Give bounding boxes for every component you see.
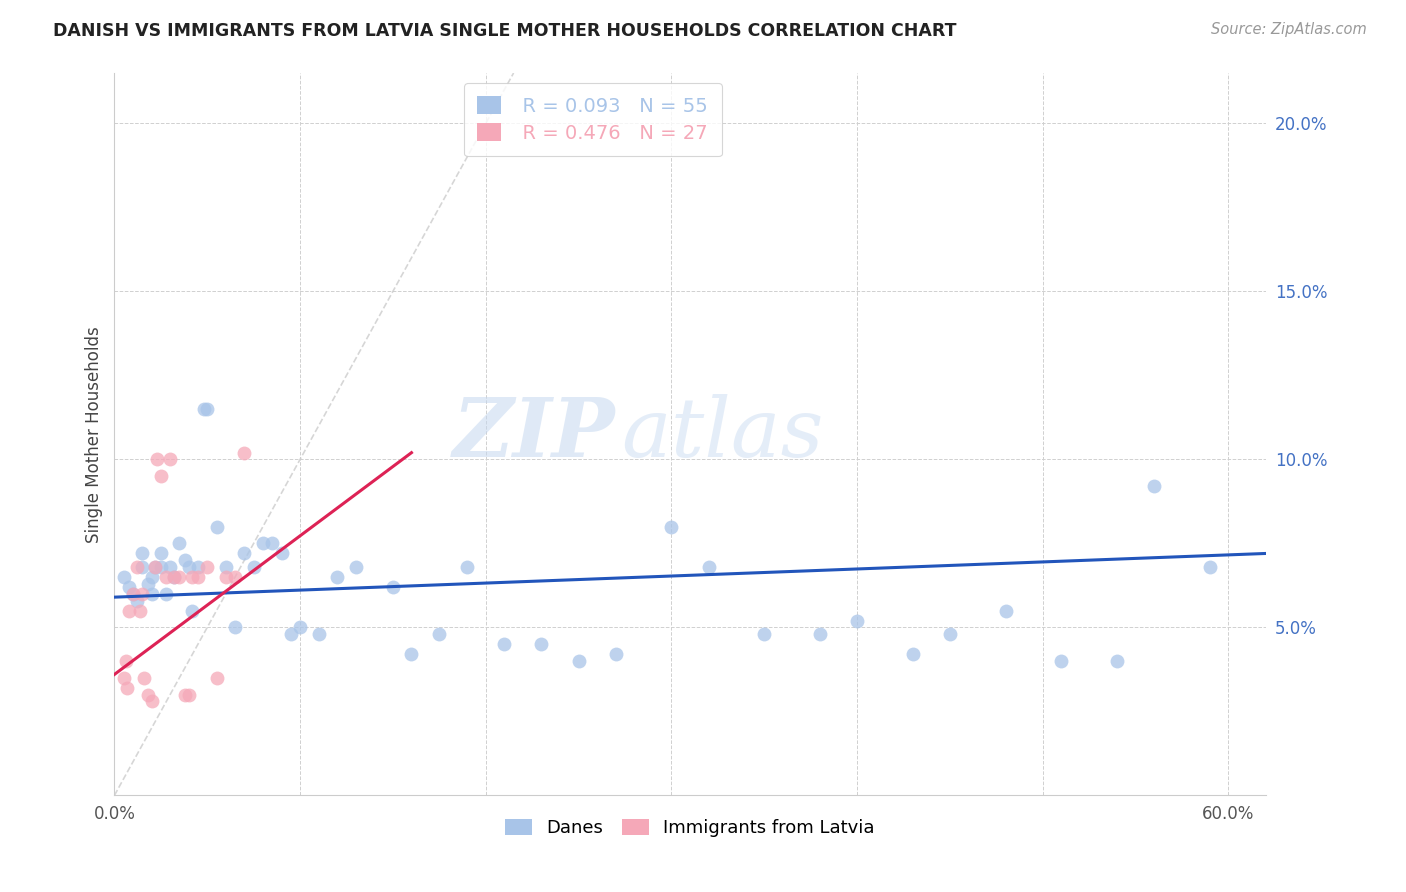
Point [187, 560, 209, 574]
Point [280, 627, 302, 641]
Point [901, 647, 924, 661]
Point [1050, 654, 1073, 668]
Point [149, 560, 172, 574]
Point [174, 553, 197, 567]
Point [112, 671, 135, 685]
Point [846, 614, 869, 628]
Point [169, 570, 191, 584]
Point [131, 560, 153, 574]
Point [125, 560, 148, 574]
Point [149, 546, 172, 560]
Point [155, 570, 177, 584]
Point [122, 587, 145, 601]
Point [169, 536, 191, 550]
Text: Source: ZipAtlas.com: Source: ZipAtlas.com [1211, 22, 1367, 37]
Point [288, 620, 311, 634]
Point [1198, 560, 1220, 574]
Point [326, 570, 349, 584]
Point [605, 647, 627, 661]
Point [141, 570, 163, 584]
Point [193, 402, 215, 417]
Point [143, 560, 166, 574]
Point [112, 570, 135, 584]
Point [155, 587, 177, 601]
Point [118, 580, 141, 594]
Point [205, 671, 228, 685]
Point [174, 688, 197, 702]
Point [1143, 479, 1166, 493]
Point [195, 402, 218, 417]
Point [159, 560, 181, 574]
Y-axis label: Single Mother Households: Single Mother Households [86, 326, 103, 542]
Point [754, 627, 776, 641]
Point [233, 445, 256, 459]
Point [195, 560, 218, 574]
Point [187, 570, 209, 584]
Point [117, 681, 139, 695]
Point [163, 570, 186, 584]
Text: ZIP: ZIP [453, 394, 616, 475]
Point [118, 604, 141, 618]
Point [427, 627, 450, 641]
Point [215, 570, 238, 584]
Legend: Danes, Immigrants from Latvia: Danes, Immigrants from Latvia [498, 812, 882, 844]
Point [939, 627, 962, 641]
Text: DANISH VS IMMIGRANTS FROM LATVIA SINGLE MOTHER HOUSEHOLDS CORRELATION CHART: DANISH VS IMMIGRANTS FROM LATVIA SINGLE … [53, 22, 957, 40]
Point [141, 694, 163, 708]
Point [262, 536, 284, 550]
Point [697, 560, 720, 574]
Point [567, 654, 589, 668]
Point [308, 627, 330, 641]
Point [242, 560, 264, 574]
Point [159, 452, 181, 467]
Point [136, 576, 159, 591]
Point [177, 688, 200, 702]
Point [270, 546, 292, 560]
Point [530, 637, 553, 651]
Point [149, 469, 172, 483]
Point [181, 570, 204, 584]
Text: atlas: atlas [621, 394, 824, 475]
Point [252, 536, 274, 550]
Point [994, 604, 1017, 618]
Point [163, 570, 186, 584]
Point [177, 560, 200, 574]
Point [114, 654, 136, 668]
Point [344, 560, 367, 574]
Point [205, 519, 228, 533]
Point [401, 647, 423, 661]
Point [808, 627, 831, 641]
Point [224, 620, 246, 634]
Point [136, 688, 159, 702]
Point [1105, 654, 1128, 668]
Point [233, 546, 256, 560]
Point [215, 560, 238, 574]
Point [224, 570, 246, 584]
Point [143, 560, 166, 574]
Point [661, 519, 683, 533]
Point [122, 587, 145, 601]
Point [131, 546, 153, 560]
Point [456, 560, 478, 574]
Point [494, 637, 516, 651]
Point [181, 604, 204, 618]
Point [134, 671, 156, 685]
Point [129, 604, 152, 618]
Point [131, 587, 153, 601]
Point [125, 593, 148, 607]
Point [381, 580, 404, 594]
Point [141, 587, 163, 601]
Point [146, 452, 169, 467]
